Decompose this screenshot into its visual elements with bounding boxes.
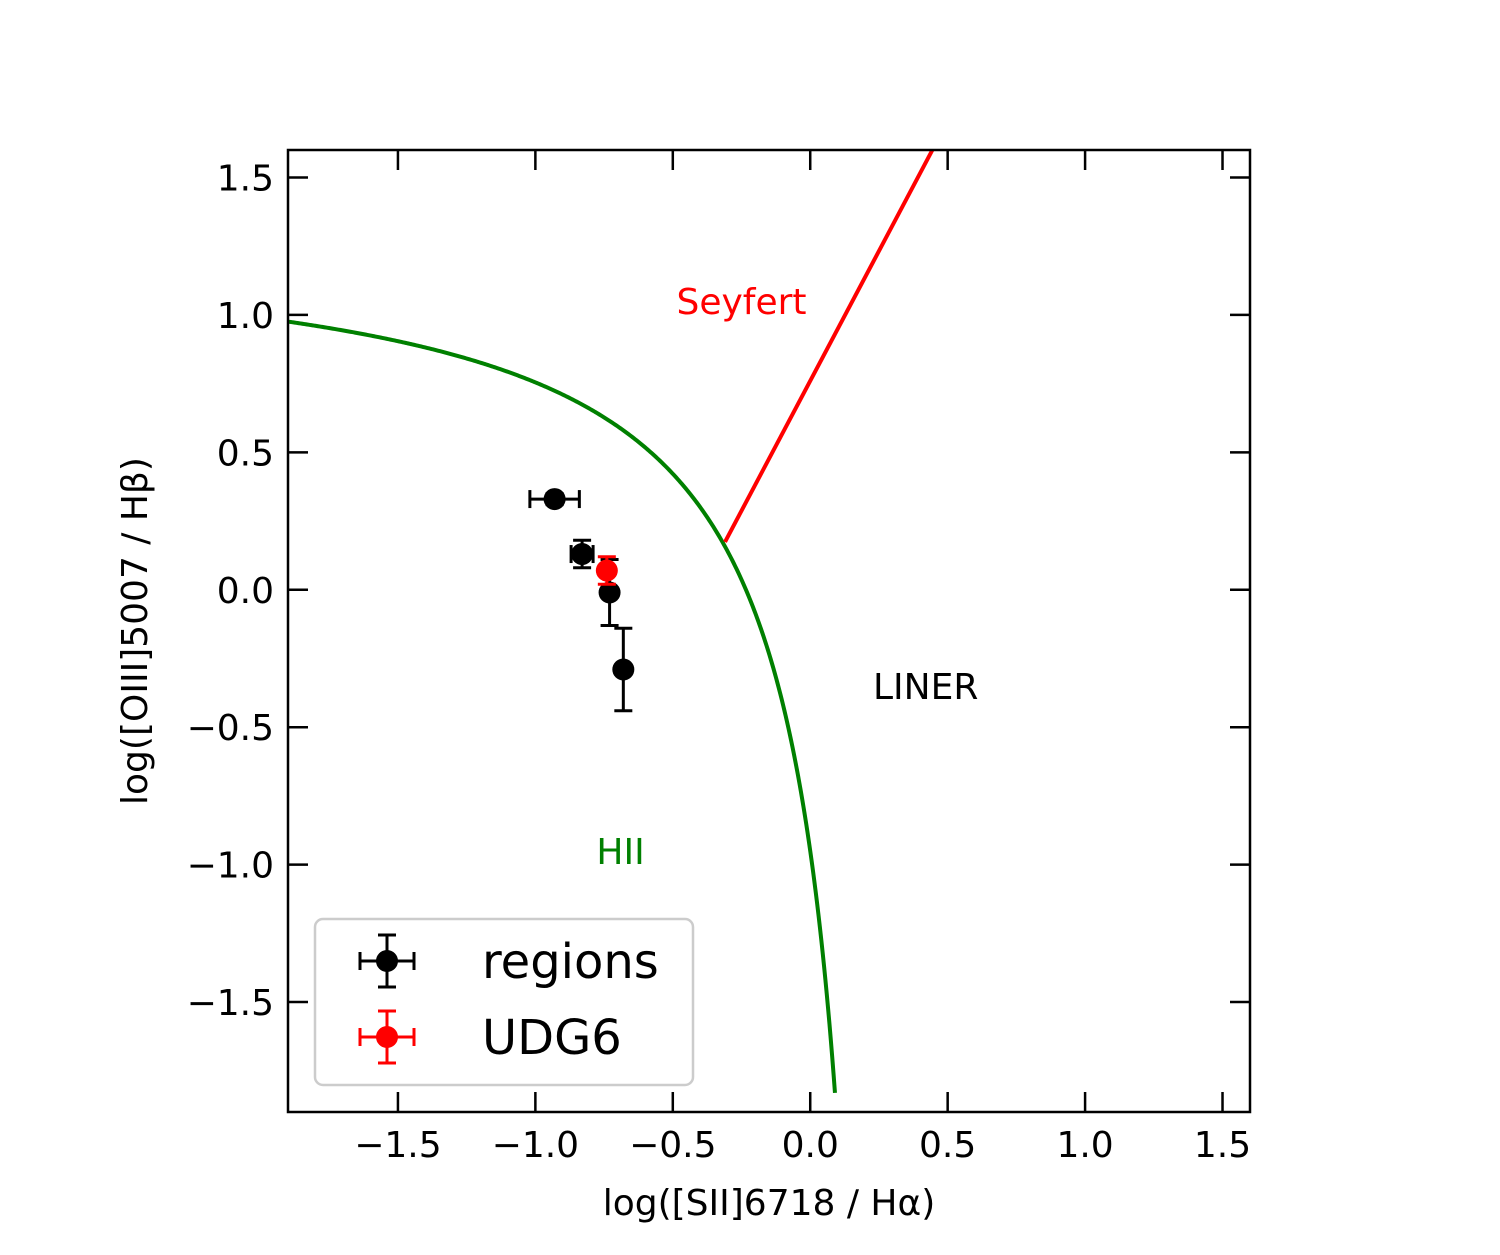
x-tick-label: 0.0 [782, 1125, 839, 1166]
y-tick-label: 1.0 [217, 296, 274, 337]
y-tick-label: 1.5 [217, 158, 274, 199]
legend: regions UDG6 [313, 917, 695, 1087]
legend-marker-dot [376, 950, 398, 972]
x-tick-label: 0.5 [919, 1125, 976, 1166]
annotation-hii: HII [596, 832, 644, 873]
x-axis-title: log([SII]6718 / Hα) [603, 1183, 936, 1224]
x-tick-label: 1.0 [1056, 1125, 1113, 1166]
data-point-udg6 [595, 559, 618, 582]
data-point-regions [598, 581, 621, 604]
boundary-curves [288, 150, 935, 1094]
data-point-regions [612, 658, 635, 681]
seyfert-liner-line [723, 150, 935, 543]
y-tick-label: −1.5 [187, 983, 274, 1024]
legend-label-regions: regions [482, 934, 659, 990]
x-tick-label: 1.5 [1194, 1125, 1251, 1166]
hii-boundary-curve [288, 319, 837, 1094]
data-points [528, 488, 635, 713]
x-tick-label: −0.5 [629, 1125, 716, 1166]
data-point-regions [543, 488, 566, 511]
legend-marker-dot [376, 1026, 398, 1048]
legend-label-udg6: UDG6 [482, 1010, 622, 1066]
x-tick-label: −1.5 [354, 1125, 441, 1166]
annotation-liner: LINER [873, 667, 978, 708]
x-tick-label: −1.0 [492, 1125, 579, 1166]
data-point-regions [571, 543, 594, 566]
y-tick-label: −0.5 [187, 708, 274, 749]
y-tick-label: 0.0 [217, 571, 274, 612]
y-axis-title: log([OIII]5007 / Hβ) [115, 457, 156, 805]
axis-ticks: −1.5 −1.0 −0.5 0.0 0.5 1.0 1.5 −1.5 −1.0 −0.5 0.0 0… [187, 150, 1251, 1166]
annotation-seyfert: Seyfert [676, 282, 806, 323]
region-annotations: Seyfert LINER HII [596, 282, 978, 873]
plot-frame [286, 148, 1252, 1114]
y-tick-label: 0.5 [217, 433, 274, 474]
y-tick-label: −1.0 [187, 846, 274, 887]
